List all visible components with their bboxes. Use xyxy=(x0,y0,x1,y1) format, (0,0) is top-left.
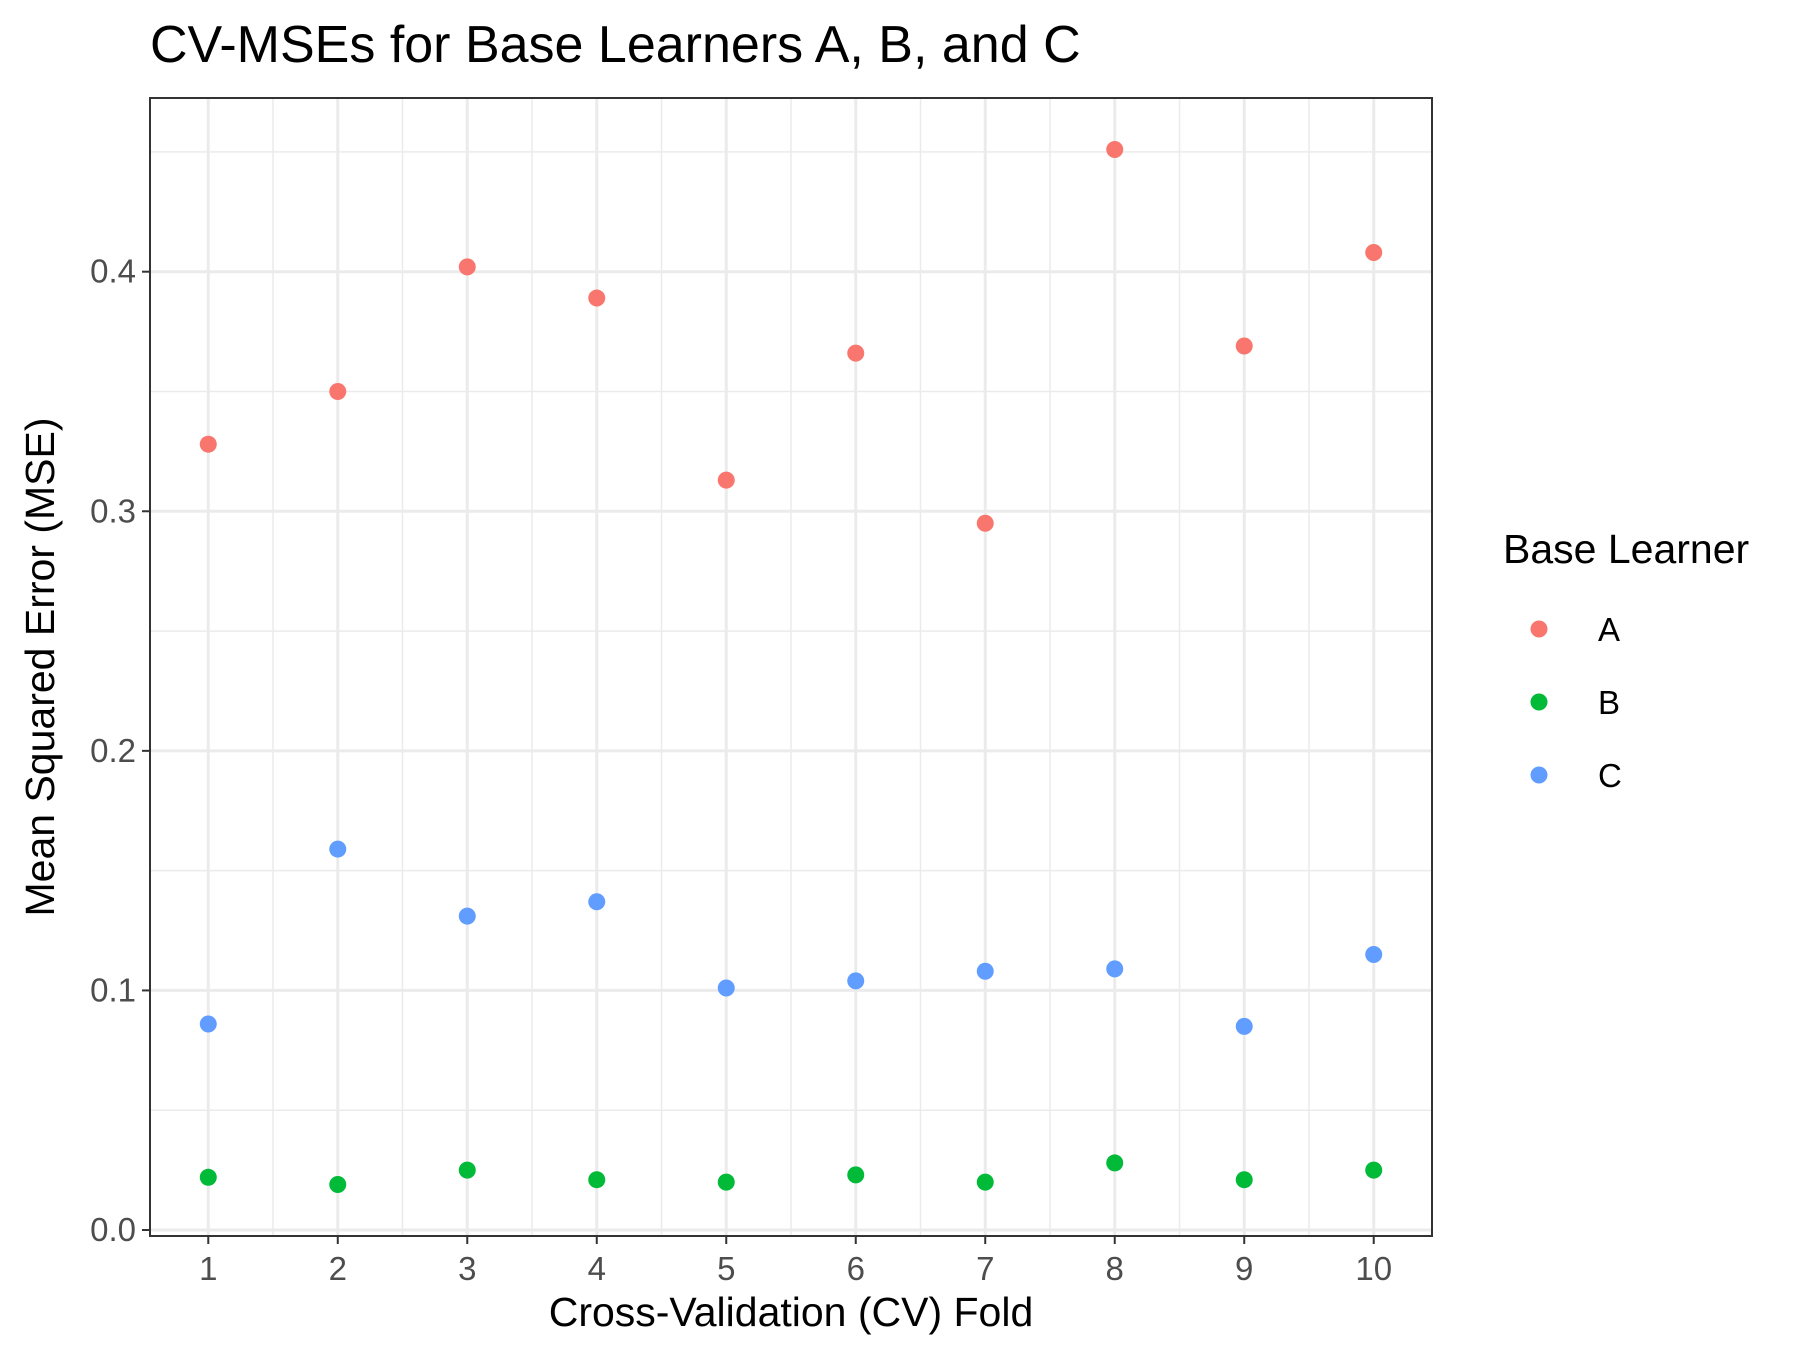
data-point xyxy=(1365,1161,1383,1179)
legend-item-B: B xyxy=(1530,684,1620,721)
data-point xyxy=(1106,141,1124,159)
data-point xyxy=(458,258,476,276)
x-tick-label: 10 xyxy=(1355,1250,1392,1287)
data-point xyxy=(588,289,606,307)
x-tick-label: 6 xyxy=(847,1250,865,1287)
legend-key xyxy=(1530,620,1548,638)
series-C xyxy=(199,840,1383,1035)
y-tick-label: 0.1 xyxy=(90,971,136,1008)
y-tick-label: 0.0 xyxy=(90,1211,136,1248)
x-tick-label: 7 xyxy=(976,1250,994,1287)
x-axis-title: Cross-Validation (CV) Fold xyxy=(549,1289,1034,1335)
data-point xyxy=(329,1175,347,1193)
data-point xyxy=(329,382,347,400)
y-tick-label: 0.3 xyxy=(90,492,136,529)
data-point xyxy=(199,1015,217,1033)
data-point xyxy=(199,1168,217,1186)
data-point xyxy=(847,1166,865,1184)
series-A xyxy=(199,141,1383,532)
x-tick-label: 4 xyxy=(588,1250,606,1287)
data-point xyxy=(329,840,347,858)
data-point xyxy=(588,893,606,911)
data-point xyxy=(458,907,476,925)
data-point xyxy=(976,1173,994,1191)
data-point xyxy=(1235,1017,1253,1035)
data-point xyxy=(847,344,865,362)
legend-item-C: C xyxy=(1530,757,1622,794)
data-point xyxy=(717,471,735,489)
x-tick-label: 9 xyxy=(1235,1250,1253,1287)
data-point xyxy=(976,962,994,980)
data-point xyxy=(1235,1171,1253,1189)
data-point xyxy=(588,1171,606,1189)
y-tick-label: 0.4 xyxy=(90,253,136,290)
data-point xyxy=(458,1161,476,1179)
legend-title: Base Learner xyxy=(1503,526,1749,572)
x-tick-label: 8 xyxy=(1106,1250,1124,1287)
data-points xyxy=(199,141,1383,1193)
x-tick-label: 1 xyxy=(199,1250,217,1287)
data-point xyxy=(717,979,735,997)
legend: Base Learner ABC xyxy=(1503,526,1749,794)
data-point xyxy=(1365,244,1383,262)
chart-title: CV-MSEs for Base Learners A, B, and C xyxy=(150,16,1081,74)
plot-panel-border xyxy=(149,97,1433,1237)
data-point xyxy=(717,1173,735,1191)
data-point xyxy=(1235,337,1253,355)
legend-key xyxy=(1530,693,1548,711)
data-point xyxy=(1106,960,1124,978)
legend-item-A: A xyxy=(1530,611,1620,648)
grid xyxy=(150,98,1432,1236)
legend-label: B xyxy=(1598,684,1620,721)
data-point xyxy=(1106,1154,1124,1172)
legend-label: A xyxy=(1598,611,1620,648)
data-point xyxy=(976,514,994,532)
y-tick-label: 0.2 xyxy=(90,732,136,769)
data-point xyxy=(199,435,217,453)
y-axis-title: Mean Squared Error (MSE) xyxy=(17,417,63,916)
x-tick-label: 2 xyxy=(329,1250,347,1287)
axes: 1 2 3 4 5 6 7 8 9 10 0.0 0.1 0.2 0.3 0.4 xyxy=(90,253,1392,1287)
x-tick-label: 5 xyxy=(717,1250,735,1287)
data-point xyxy=(847,972,865,990)
legend-key xyxy=(1530,766,1548,784)
legend-label: C xyxy=(1598,757,1622,794)
x-tick-label: 3 xyxy=(458,1250,476,1287)
series-B xyxy=(199,1154,1383,1193)
data-point xyxy=(1365,945,1383,963)
